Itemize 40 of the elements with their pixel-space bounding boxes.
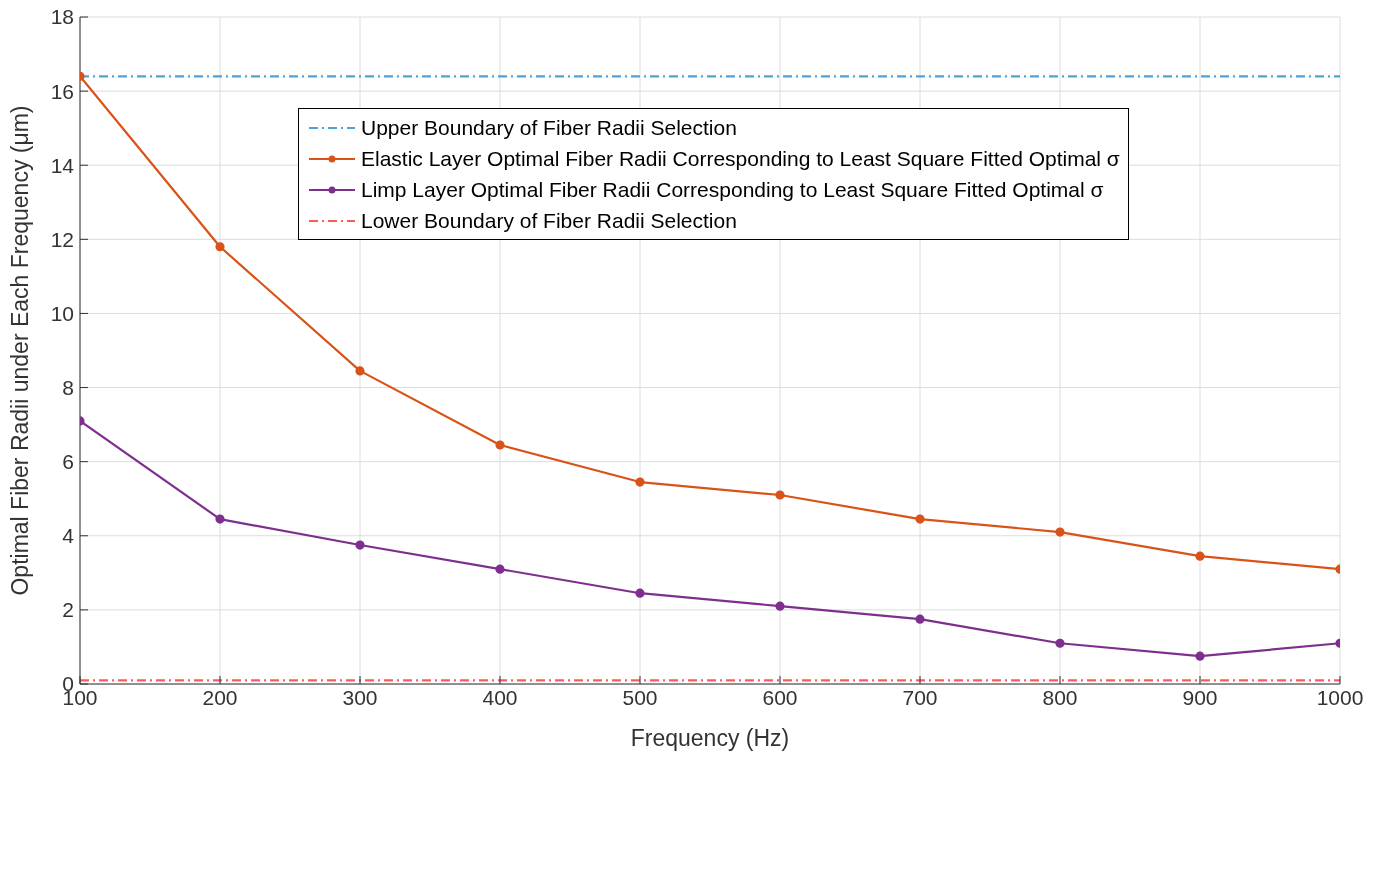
y-tick-label: 16 [50, 79, 74, 103]
point [635, 477, 645, 487]
x-tick-label: 900 [1182, 685, 1218, 709]
y-tick-label: 14 [50, 153, 75, 177]
point [355, 366, 365, 376]
legend-label: Elastic Layer Optimal Fiber Radii Corresponding to Least Square Fitted Optimal σ [361, 146, 1120, 171]
x-tick-label: 400 [482, 685, 518, 709]
point [775, 601, 785, 611]
point [215, 514, 225, 524]
point [1195, 551, 1205, 561]
y-tick-label: 4 [62, 524, 75, 548]
point [495, 440, 505, 450]
point [1195, 651, 1205, 661]
point [915, 614, 925, 624]
x-tick-label: 700 [902, 685, 938, 709]
legend-label: Limp Layer Optimal Fiber Radii Corresponding to Least Square Fitted Optimal σ [361, 177, 1104, 202]
x-tick-label: 300 [342, 685, 378, 709]
y-tick-label: 18 [50, 5, 74, 29]
point [1055, 527, 1065, 537]
point [355, 540, 365, 550]
y-tick-label: 6 [62, 450, 74, 474]
point [635, 588, 645, 598]
x-tick-label: 600 [762, 685, 798, 709]
point [215, 242, 225, 252]
y-tick-label: 8 [62, 376, 74, 400]
legend-label: Lower Boundary of Fiber Radii Selection [361, 208, 737, 233]
y-tick-label: 2 [62, 598, 74, 622]
x-axis-title: Frequency (Hz) [630, 725, 790, 751]
y-tick-label: 10 [50, 301, 74, 325]
point [495, 564, 505, 574]
x-tick-label: 500 [622, 685, 658, 709]
point [775, 490, 785, 500]
x-tick-label: 1000 [1316, 685, 1364, 709]
x-tick-label: 800 [1042, 685, 1078, 709]
y-axis-title: Optimal Fiber Radii under Each Frequency (μm) [7, 105, 34, 596]
legend-label: Upper Boundary of Fiber Radii Selection [361, 115, 737, 140]
x-tick-label: 200 [202, 685, 238, 709]
y-tick-label: 12 [50, 227, 74, 251]
point [1055, 638, 1065, 648]
point [915, 514, 925, 524]
